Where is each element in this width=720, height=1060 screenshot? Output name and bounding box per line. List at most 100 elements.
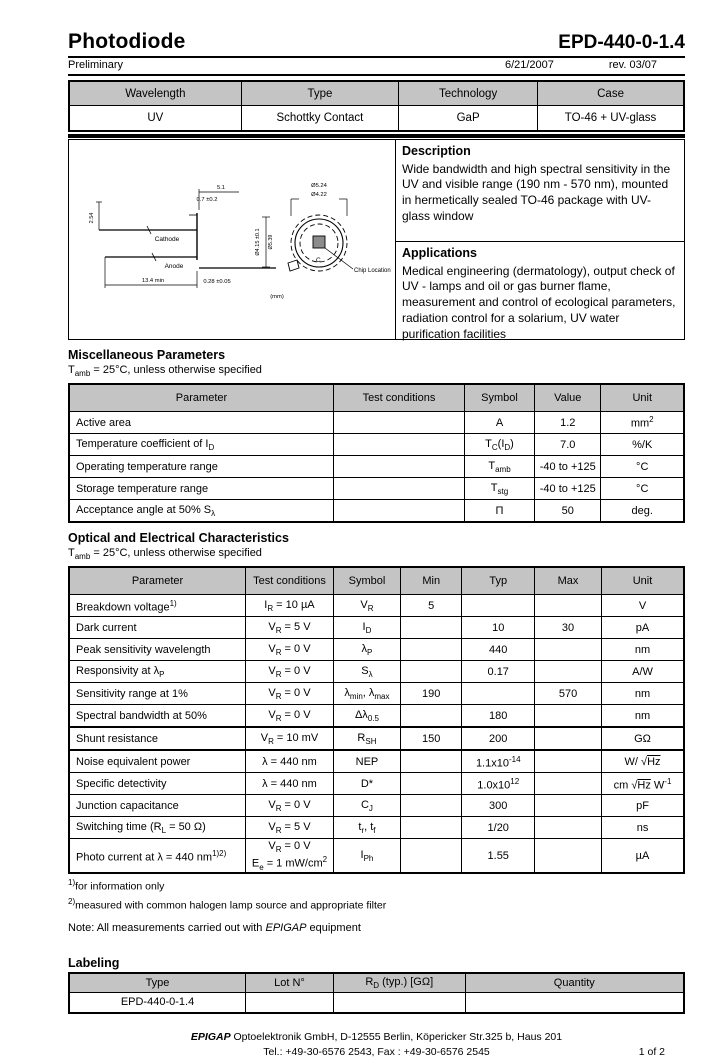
table-cell: -40 to +125 <box>534 477 602 501</box>
table-cell: D* <box>332 772 401 796</box>
column-header: Quantity <box>464 972 685 993</box>
table-cell: Spectral bandwidth at 50% <box>68 704 246 728</box>
table-cell: nm <box>601 682 685 706</box>
applications-box: Applications Medical engineering (dermat… <box>396 242 684 347</box>
table-cell: λmin, λmax <box>332 682 401 706</box>
optical-section-title: Optical and Electrical Characteristics <box>68 531 289 546</box>
table-cell: °C <box>600 477 685 501</box>
table-cell <box>534 794 603 818</box>
table-cell: cm √Hz W-1 <box>601 772 685 796</box>
column-header: Symbol <box>332 566 401 596</box>
table-cell: VR = 0 V <box>245 704 334 728</box>
misc-condition: Tamb = 25°C, unless otherwise specified <box>68 364 262 379</box>
table-cell: VR = 0 V <box>245 660 334 684</box>
table-cell: Storage temperature range <box>68 477 334 501</box>
table-cell <box>534 660 603 684</box>
column-header: Case <box>537 80 685 106</box>
date-label: 6/21/2007 <box>504 59 554 71</box>
table-cell: λ = 440 nm <box>245 772 334 796</box>
table-cell <box>399 838 463 874</box>
column-header: Min <box>399 566 463 596</box>
table-cell: 440 <box>461 638 536 662</box>
table-cell: A <box>463 411 536 435</box>
table-cell: Shunt resistance <box>68 726 246 751</box>
applications-body: Medical engineering (dermatology), outpu… <box>402 263 676 341</box>
table-cell: VR = 0 V <box>245 638 334 662</box>
table-cell: Sensitivity range at 1% <box>68 682 246 706</box>
labeling-table: Type Lot N° RD (typ.) [GΩ] Quantity EPD-440-… <box>68 971 685 1014</box>
table-cell <box>399 638 463 662</box>
table-cell: Acceptance angle at 50% Sλ <box>68 499 334 523</box>
column-header: Technology <box>398 80 539 106</box>
table-cell: Tamb <box>463 455 536 479</box>
dim-cap-inner-label: Ø4.22 <box>311 192 327 198</box>
status-row: Preliminary 6/21/2007 rev. 03/07 <box>68 58 685 76</box>
table-row: Spectral bandwidth at 50% VR = 0 V Δλ0.5 18… <box>68 704 685 728</box>
package-section: Cathode Anode 5.1 0.7 ±0.2 Ø4.15 ±0.1 Ø5… <box>68 139 685 341</box>
table-cell <box>399 749 463 774</box>
optical-condition: Tamb = 25°C, unless otherwise specified <box>68 547 262 562</box>
footnotes: 1)for information only 2)measured with c… <box>68 877 685 914</box>
table-cell: λP <box>332 638 401 662</box>
package-outline-drawing: Cathode Anode 5.1 0.7 ±0.2 Ø4.15 ±0.1 Ø5… <box>89 183 391 300</box>
table-cell: 180 <box>461 704 536 728</box>
table-cell <box>332 477 465 501</box>
table-cell: Tstg <box>463 477 536 501</box>
table-cell: Active area <box>68 411 334 435</box>
table-cell: 190 <box>399 682 463 706</box>
misc-section-title: Miscellaneous Parameters <box>68 348 226 362</box>
table-cell: 150 <box>399 726 463 751</box>
table-cell <box>332 499 465 523</box>
table-cell: ns <box>601 816 685 840</box>
table-cell: °C <box>600 455 685 479</box>
table-cell <box>534 816 603 840</box>
table-row: Operating temperature range Tamb -40 to +1… <box>68 455 685 479</box>
column-header: Value <box>534 383 602 413</box>
table-cell: 50 <box>534 499 602 523</box>
column-header: Type <box>68 972 246 993</box>
column-header: Typ <box>461 566 536 596</box>
table-cell: Dark current <box>68 616 246 640</box>
table-cell: 10 <box>461 616 536 640</box>
description-box: Description Wide bandwidth and high spec… <box>396 140 684 242</box>
dim-cap-outer-label: Ø5.24 <box>311 183 328 189</box>
column-header: Test conditions <box>332 383 465 413</box>
table-cell: Temperature coefficient of ID <box>68 433 334 457</box>
header: Photodiode EPD-440-0-1.4 <box>68 30 685 58</box>
table-cell: TC(ID) <box>463 433 536 457</box>
table-row: Storage temperature range Tstg -40 to +125… <box>68 477 685 501</box>
table-cell: 300 <box>461 794 536 818</box>
table-cell <box>461 682 536 706</box>
column-header: Parameter <box>68 566 246 596</box>
table-cell <box>534 749 603 774</box>
table-cell <box>332 433 465 457</box>
package-drawing: Cathode Anode 5.1 0.7 ±0.2 Ø4.15 ±0.1 Ø5… <box>69 140 396 339</box>
table-cell: VR = 0 V Ee = 1 mW/cm2 <box>245 838 334 874</box>
chip-marker-label: C <box>316 257 321 264</box>
table-cell <box>399 660 463 684</box>
table-cell <box>399 816 463 840</box>
dim-pitch-label: 2.54 <box>89 213 95 224</box>
table-cell <box>534 704 603 728</box>
table-row: Dark current VR = 5 V ID 10 30 pA <box>68 616 685 640</box>
separator-bar <box>68 134 685 138</box>
table-cell <box>399 794 463 818</box>
table-cell: Π <box>463 499 536 523</box>
table-cell <box>332 991 466 1014</box>
description-body: Wide bandwidth and high spectral sensiti… <box>402 161 671 223</box>
table-cell: tr, tf <box>332 816 401 840</box>
labeling-section-title: Labeling <box>68 955 120 970</box>
table-cell: 30 <box>534 616 603 640</box>
units-label: (mm) <box>270 294 284 300</box>
table-cell: GaP <box>398 105 539 132</box>
table-cell: Δλ0.5 <box>332 704 401 728</box>
table-cell: 1.2 <box>534 411 602 435</box>
table-cell: GΩ <box>601 726 685 751</box>
footer-contact: Tel.: +49-30-6576 2543, Fax : +49-30-657… <box>263 1046 490 1059</box>
table-row: Noise equivalent power λ = 440 nm NEP 1.1x1… <box>68 749 685 774</box>
anode-label: Anode <box>165 263 184 270</box>
header-row: Type Lot N° RD (typ.) [GΩ] Quantity <box>68 972 685 993</box>
optical-characteristics-table: Parameter Test conditions Symbol Min Typ Max U… <box>68 566 685 875</box>
